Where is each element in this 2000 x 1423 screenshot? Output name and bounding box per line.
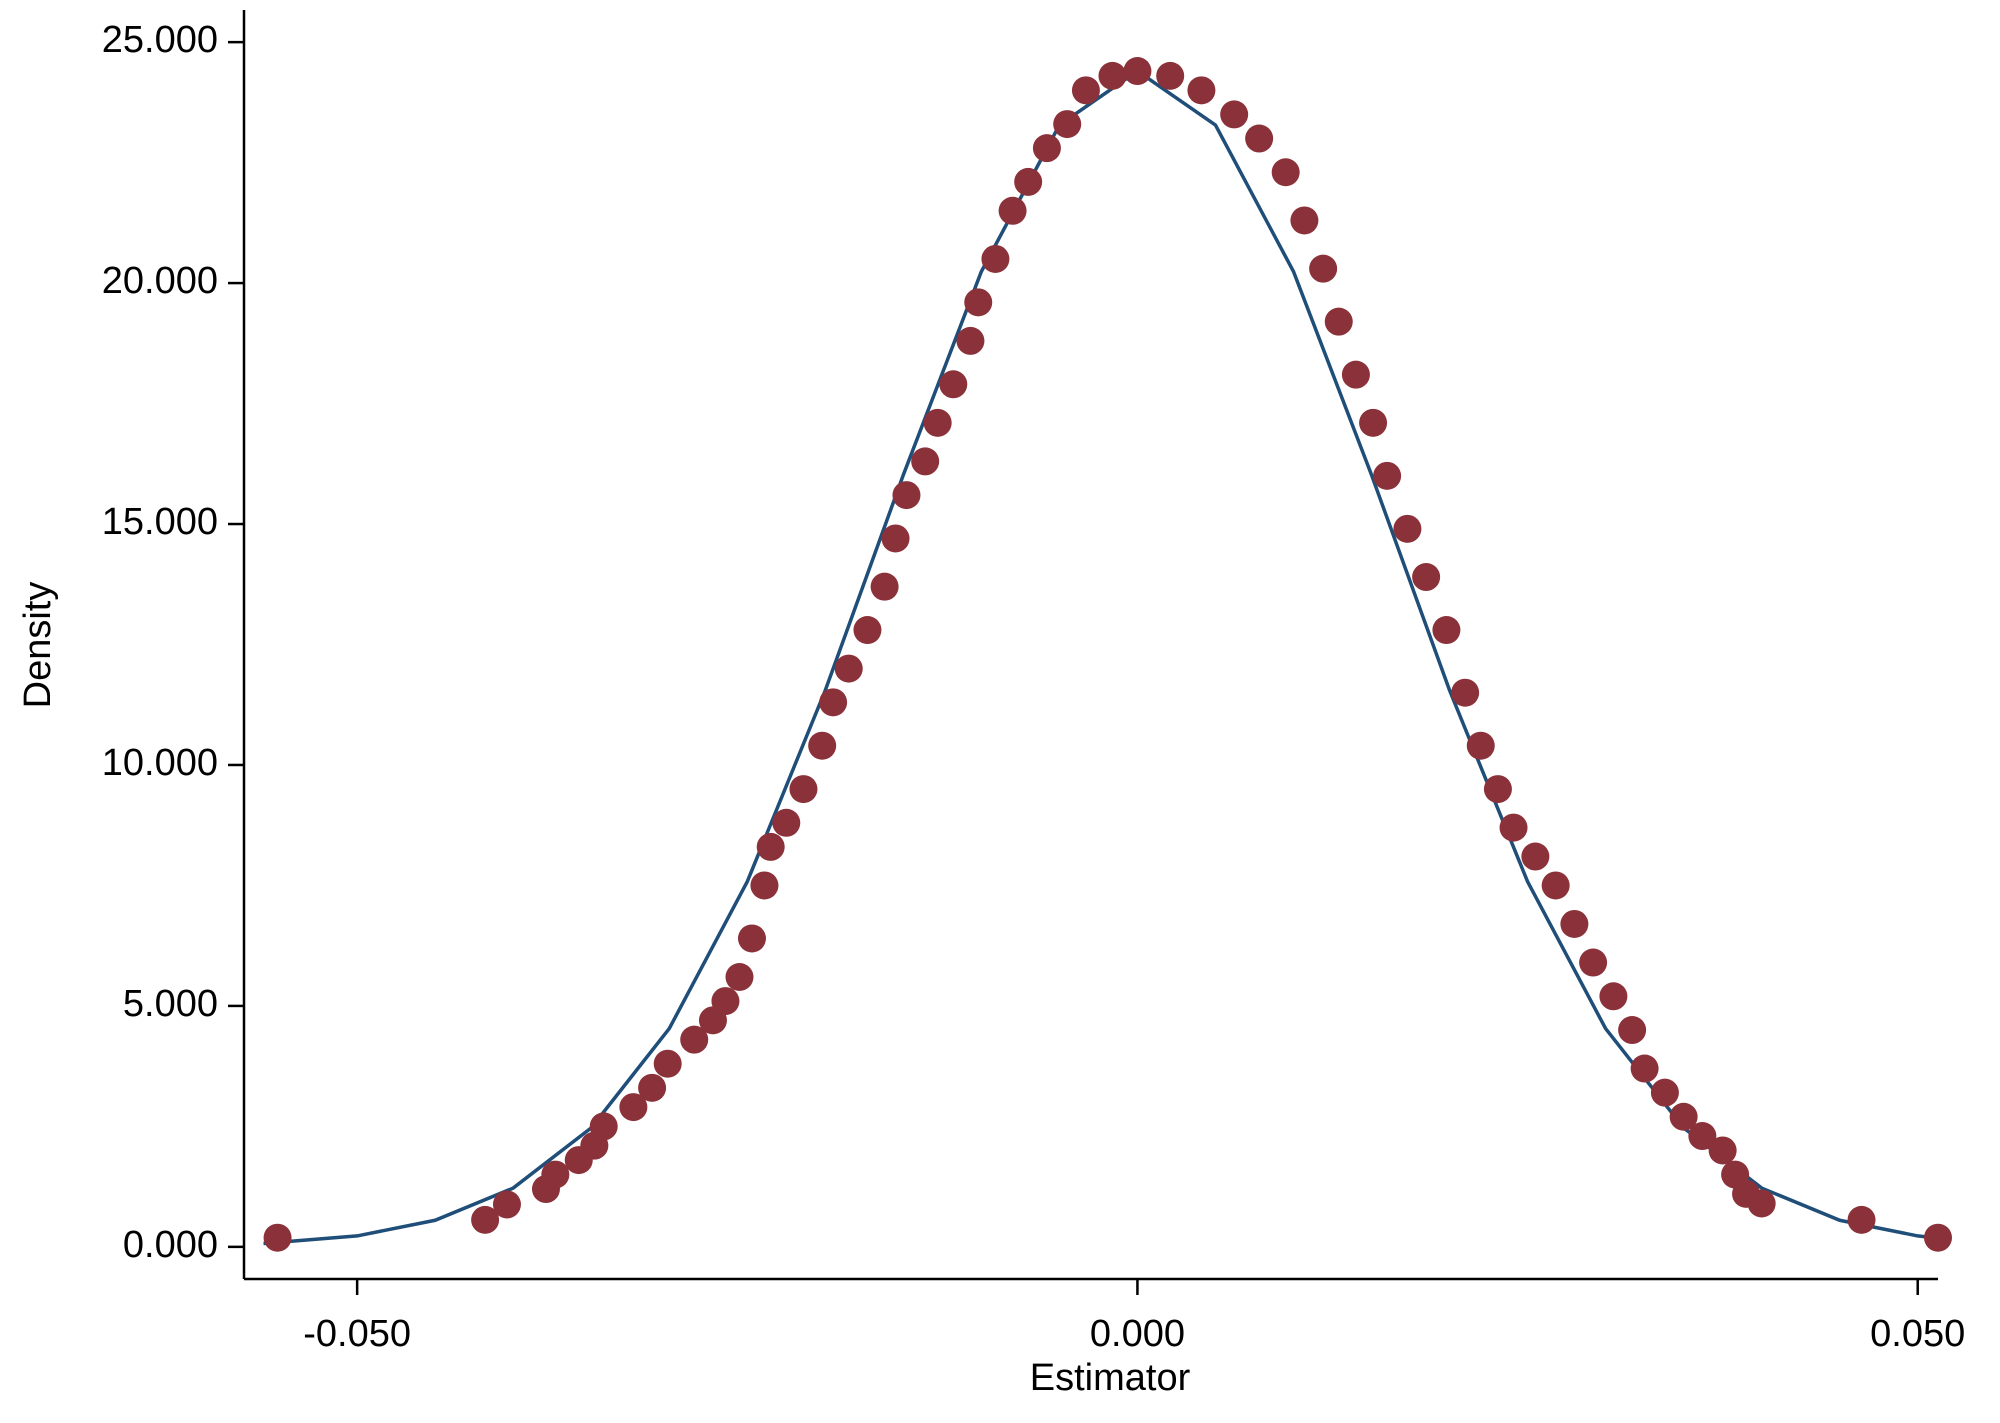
point [939, 370, 968, 399]
point [789, 775, 818, 804]
point [1359, 408, 1388, 437]
point [1924, 1223, 1952, 1252]
point [1309, 254, 1338, 283]
point [1560, 909, 1589, 938]
point [680, 1025, 709, 1054]
point [1098, 61, 1127, 90]
point [1541, 871, 1570, 900]
point [1014, 167, 1043, 196]
point [1412, 563, 1441, 592]
point [1451, 678, 1480, 707]
point [911, 447, 940, 476]
point [881, 524, 910, 553]
point [756, 832, 785, 861]
y-axis-title: Density [17, 582, 59, 709]
point [964, 288, 993, 317]
point [653, 1049, 682, 1078]
point [263, 1223, 292, 1252]
point [892, 481, 921, 510]
x-axis-title: Estimator [1030, 1357, 1191, 1399]
point [541, 1160, 570, 1189]
point [1669, 1102, 1698, 1131]
point [772, 808, 801, 837]
y-tick-label: 10.000 [102, 742, 218, 784]
point [711, 987, 740, 1016]
y-tick-label: 15.000 [102, 501, 218, 543]
x-tick-label: 0.050 [1870, 1313, 1965, 1355]
point [1393, 514, 1422, 543]
point [750, 871, 779, 900]
point [819, 688, 848, 717]
point [1324, 307, 1353, 336]
point [1708, 1136, 1737, 1165]
point [1373, 461, 1402, 490]
point [834, 654, 863, 683]
point [1599, 982, 1628, 1011]
y-tick-label: 0.000 [123, 1224, 218, 1266]
point [981, 244, 1010, 273]
point [1688, 1122, 1717, 1151]
point [1071, 76, 1100, 105]
point [853, 616, 882, 645]
point [923, 408, 952, 437]
point [1271, 158, 1300, 187]
point [1245, 124, 1274, 153]
point [638, 1073, 667, 1102]
point [492, 1190, 521, 1219]
point [1747, 1189, 1776, 1218]
point [1466, 731, 1495, 760]
point [1650, 1078, 1679, 1107]
point [1290, 206, 1319, 235]
point [1187, 76, 1216, 105]
point [1220, 100, 1249, 129]
y-tick-label: 5.000 [123, 983, 218, 1025]
point [1579, 948, 1608, 977]
point [1618, 1016, 1647, 1045]
point [1521, 842, 1550, 871]
point [956, 326, 985, 355]
density-curve [263, 68, 1939, 1246]
point [1630, 1054, 1659, 1083]
point [1483, 775, 1512, 804]
point [1032, 134, 1061, 163]
point [1123, 57, 1152, 86]
y-tick-label: 20.000 [102, 260, 218, 302]
point [1053, 110, 1082, 139]
point [1432, 616, 1461, 645]
point [1156, 61, 1185, 90]
point [808, 731, 837, 760]
point [589, 1112, 618, 1141]
x-tick-label: -0.050 [303, 1313, 411, 1355]
point [1341, 360, 1370, 389]
y-tick-label: 25.000 [102, 19, 218, 61]
point [725, 963, 754, 992]
point [870, 572, 899, 601]
point [619, 1093, 648, 1122]
point [1847, 1205, 1876, 1234]
point [1499, 813, 1528, 842]
point [998, 196, 1027, 225]
point [471, 1205, 500, 1234]
x-tick-label: 0.000 [1090, 1313, 1185, 1355]
point [737, 924, 766, 953]
